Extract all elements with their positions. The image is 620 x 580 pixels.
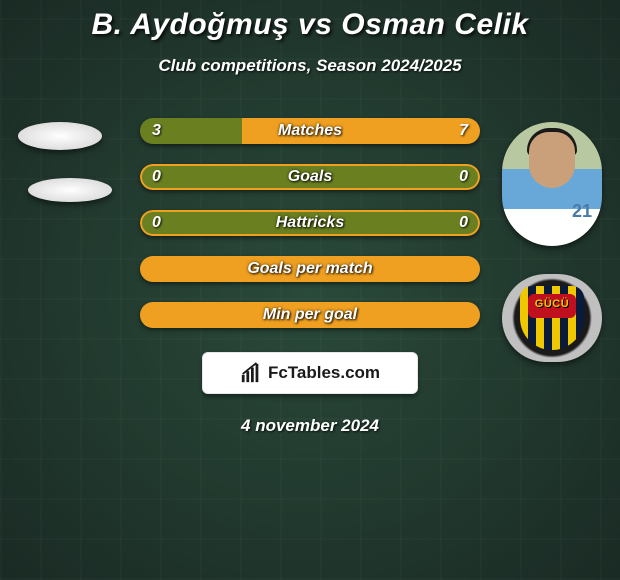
stat-row: Goals per match [140, 256, 480, 282]
watermark-badge: FcTables.com [202, 352, 418, 394]
stat-row: 00Hattricks [140, 210, 480, 236]
stat-label: Matches [140, 118, 480, 144]
stat-label: Goals [140, 164, 480, 190]
content-wrapper: B. Aydoğmuş vs Osman Celik Club competit… [0, 0, 620, 436]
stats-rows: 37Matches 00Goals 00Hattricks Goals per mat… [0, 118, 620, 328]
date-text: 4 november 2024 [0, 416, 620, 436]
stat-row: 00Goals [140, 164, 480, 190]
stat-label: Goals per match [140, 256, 480, 282]
stat-row: 37Matches [140, 118, 480, 144]
watermark-text: FcTables.com [268, 363, 380, 383]
page-title: B. Aydoğmuş vs Osman Celik [0, 8, 620, 42]
page-subtitle: Club competitions, Season 2024/2025 [0, 56, 620, 76]
stat-row: Min per goal [140, 302, 480, 328]
chart-icon [240, 362, 262, 384]
stat-label: Min per goal [140, 302, 480, 328]
stat-label: Hattricks [140, 210, 480, 236]
